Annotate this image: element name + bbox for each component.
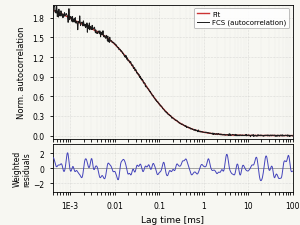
FCS (autocorrelation) (232, 134, 236, 137)
FCS (autocorrelation) (160, 106, 163, 108)
Fit (112, 43, 116, 46)
X-axis label: Lag time [ms]: Lag time [ms] (141, 215, 204, 224)
FCS (autocorrelation) (94, 32, 97, 35)
Y-axis label: Norm. autocorrelation: Norm. autocorrelation (17, 26, 26, 119)
Fit (93, 30, 97, 33)
FCS (autocorrelation) (113, 43, 116, 46)
Legend: Fit, FCS (autocorrelation): Fit, FCS (autocorrelation) (194, 9, 289, 29)
Fit (159, 106, 163, 108)
FCS (autocorrelation) (249, 136, 252, 138)
Fit (192, 129, 196, 131)
FCS (autocorrelation) (55, 3, 58, 5)
Line: Fit: Fit (52, 11, 292, 136)
Fit (291, 135, 294, 137)
FCS (autocorrelation) (291, 135, 294, 138)
Fit (231, 134, 235, 137)
FCS (autocorrelation) (212, 133, 215, 135)
Line: FCS (autocorrelation): FCS (autocorrelation) (52, 4, 292, 137)
Y-axis label: Weighted
residuals: Weighted residuals (12, 151, 32, 187)
FCS (autocorrelation) (51, 9, 54, 11)
FCS (autocorrelation) (193, 129, 196, 132)
Fit (211, 133, 214, 135)
Fit (51, 9, 54, 12)
